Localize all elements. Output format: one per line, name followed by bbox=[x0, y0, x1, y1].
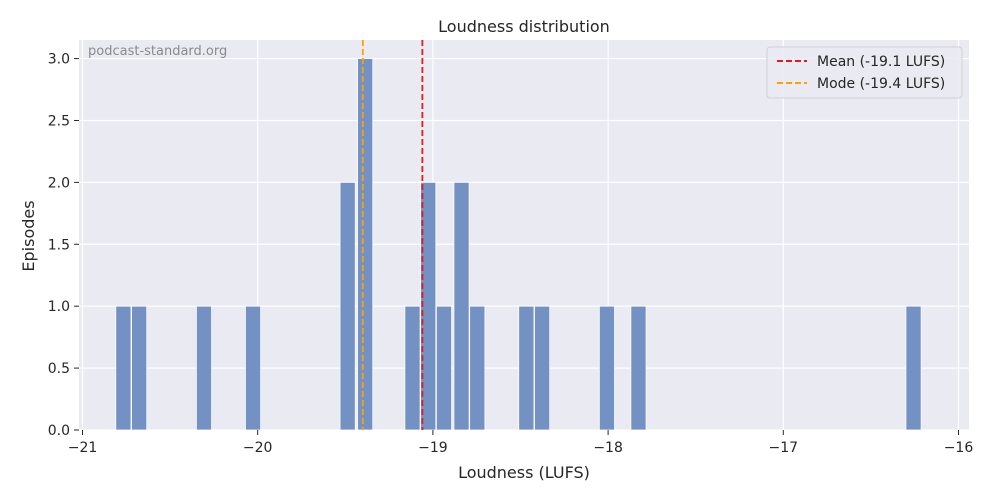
histogram-bar bbox=[630, 305, 647, 431]
y-tick-label: 1.0 bbox=[48, 299, 70, 315]
histogram-bar bbox=[436, 305, 453, 431]
x-tick-label: −21 bbox=[68, 440, 98, 456]
histogram-bar bbox=[534, 305, 551, 431]
histogram-bar bbox=[245, 305, 262, 431]
x-tick-label: −17 bbox=[769, 440, 799, 456]
histogram-bar bbox=[115, 305, 132, 431]
y-tick-label: 1.5 bbox=[48, 237, 70, 253]
histogram-bar bbox=[195, 305, 212, 431]
y-axis-ticks: 0.0 0.5 1.0 1.5 2.0 2.5 3.0 bbox=[48, 52, 79, 439]
x-axis-label: Loudness (LUFS) bbox=[458, 463, 590, 482]
histogram-bar bbox=[131, 305, 148, 431]
histogram-bar bbox=[598, 305, 615, 431]
x-axis-ticks: −21 −20 −19 −18 −17 −16 bbox=[68, 430, 974, 456]
y-tick-label: 2.5 bbox=[48, 113, 70, 129]
histogram-bar bbox=[420, 181, 437, 431]
reference-lines bbox=[361, 40, 424, 430]
x-tick-label: −20 bbox=[243, 440, 273, 456]
watermark-text: podcast-standard.org bbox=[88, 44, 227, 59]
chart-title: Loudness distribution bbox=[438, 17, 610, 36]
x-tick-label: −19 bbox=[418, 440, 448, 456]
histogram-bar bbox=[357, 58, 374, 431]
histogram-bar bbox=[404, 305, 421, 431]
y-tick-label: 3.0 bbox=[48, 52, 70, 68]
legend-box bbox=[766, 46, 963, 99]
histogram-bars bbox=[115, 58, 922, 431]
y-tick-label: 2.0 bbox=[48, 175, 70, 191]
histogram-bar bbox=[469, 305, 486, 431]
y-tick-label: 0.0 bbox=[48, 423, 70, 439]
grid-lines bbox=[79, 40, 969, 431]
histogram-bar bbox=[453, 181, 470, 431]
legend-mean-label: Mean (-19.1 LUFS) bbox=[817, 54, 945, 70]
histogram-bar bbox=[339, 181, 356, 431]
x-tick-label: −18 bbox=[593, 440, 623, 456]
x-tick-label: −16 bbox=[944, 440, 974, 456]
y-axis-label: Episodes bbox=[19, 200, 38, 271]
histogram-bar bbox=[518, 305, 535, 431]
histogram-bar bbox=[905, 305, 922, 431]
y-tick-label: 0.5 bbox=[48, 361, 70, 377]
legend: Mean (-19.1 LUFS) Mode (-19.4 LUFS) bbox=[766, 46, 963, 99]
legend-mode-label: Mode (-19.4 LUFS) bbox=[817, 76, 945, 92]
